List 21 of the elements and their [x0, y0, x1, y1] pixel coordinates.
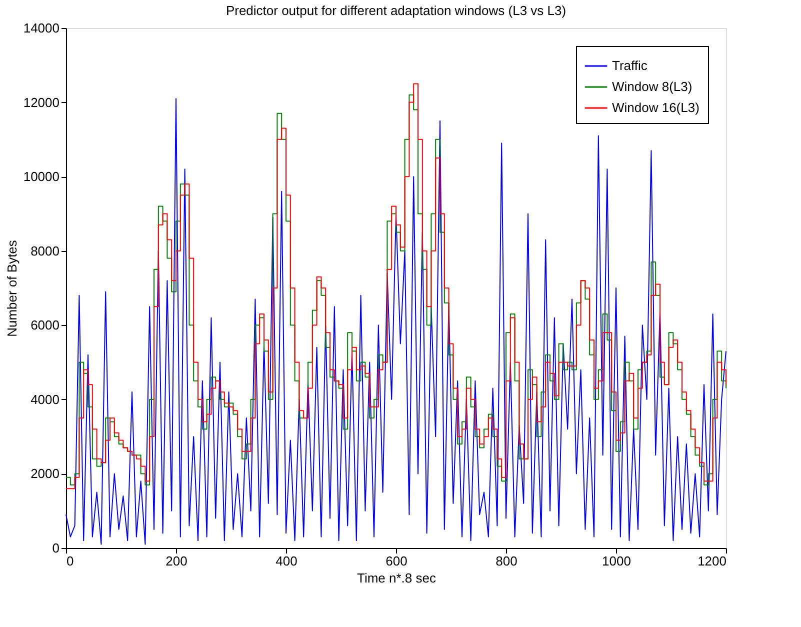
y-tick-label: 4000: [30, 392, 60, 407]
y-tick-label: 0: [52, 540, 60, 556]
x-tick-label: 800: [496, 554, 518, 568]
y-tick-label: 8000: [30, 243, 60, 258]
legend-label: Window 8(L3): [612, 79, 692, 94]
legend-label: Window 16(L3): [612, 100, 700, 115]
y-tick-label: 12000: [23, 94, 60, 110]
y-tick-label: 6000: [30, 318, 60, 333]
chart-title: Predictor output for different adaptation windows (L3 vs L3): [226, 3, 566, 18]
x-tick-label: 400: [276, 554, 298, 568]
x-tick-label: 600: [386, 554, 408, 568]
x-tick-label: 200: [166, 554, 188, 568]
y-tick-label: 2000: [30, 466, 60, 482]
legend-label: Traffic: [612, 58, 648, 73]
y-tick-label: 14000: [23, 20, 60, 36]
x-tick-label: 1000: [602, 554, 631, 568]
x-tick-label: 1200: [698, 554, 726, 568]
x-axis-title: Time n*.8 sec: [357, 570, 436, 586]
y-tick-label: 10000: [23, 169, 60, 184]
x-tick-label: 0: [66, 554, 74, 568]
y-axis-title: Number of Bytes: [4, 240, 20, 337]
